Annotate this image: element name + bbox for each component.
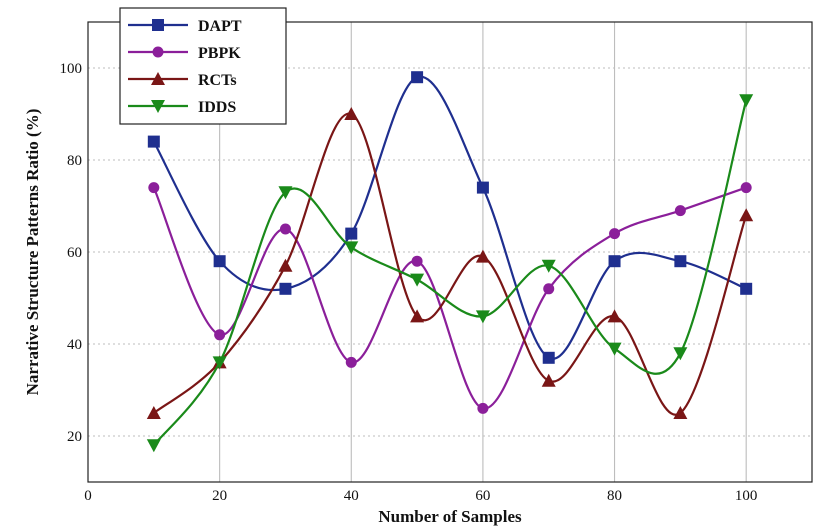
series-dapt: [147, 71, 753, 364]
series-rcts: [146, 107, 754, 419]
y-tick-label: 100: [60, 61, 83, 77]
data-point-rcts: [410, 309, 425, 323]
data-point-rcts: [475, 249, 490, 263]
data-point-dapt: [674, 255, 687, 268]
x-tick-label: 0: [84, 488, 92, 504]
data-point-dapt: [345, 227, 358, 240]
data-point-dapt: [740, 282, 753, 295]
legend-marker-pbpk: [152, 46, 164, 58]
data-point-idds: [541, 259, 556, 273]
legend-label: RCTs: [198, 72, 237, 89]
data-point-pbpk: [214, 329, 226, 341]
tick-labels: 0 20 40 60 80 100 20 40 60 80 100: [60, 61, 758, 504]
legend-marker-rcts: [151, 72, 165, 85]
data-point-pbpk: [609, 228, 621, 240]
data-point-dapt: [411, 71, 424, 84]
data-point-pbpk: [477, 402, 489, 414]
y-tick-label: 60: [67, 245, 82, 261]
series-line-idds: [152, 99, 748, 446]
y-axis-title: Narrative Structure Patterns Ratio (%): [23, 109, 42, 396]
data-point-rcts: [673, 406, 688, 419]
x-tick-label: 40: [344, 488, 359, 504]
data-point-dapt: [147, 135, 160, 148]
data-point-pbpk: [148, 182, 160, 194]
y-tick-label: 20: [67, 429, 82, 445]
series-idds: [146, 94, 754, 453]
x-tick-label: 100: [735, 488, 758, 504]
legend-label: PBPK: [198, 45, 241, 62]
data-point-rcts: [278, 258, 293, 272]
data-point-dapt: [542, 351, 555, 364]
series-line-dapt: [152, 75, 747, 360]
legend-marker-dapt: [152, 19, 164, 31]
data-point-rcts: [146, 406, 161, 419]
data-point-pbpk: [345, 356, 357, 368]
y-tick-label: 40: [67, 337, 82, 353]
data-point-dapt: [279, 282, 292, 295]
legend-marker-idds: [151, 100, 165, 113]
series-layer: [146, 71, 754, 453]
data-point-idds: [146, 439, 161, 453]
data-point-dapt: [476, 181, 489, 194]
legend-item-rcts: RCTs: [128, 72, 237, 89]
series-pbpk: [148, 182, 752, 414]
data-point-idds: [607, 342, 622, 356]
legend-item-idds: IDDS: [128, 99, 236, 116]
grid: [88, 22, 812, 482]
data-point-dapt: [608, 255, 621, 268]
data-point-idds: [739, 94, 754, 108]
legend-label: DAPT: [198, 18, 242, 35]
data-point-idds: [475, 310, 490, 324]
data-point-pbpk: [674, 205, 686, 217]
x-tick-label: 60: [475, 488, 490, 504]
data-point-pbpk: [411, 255, 423, 267]
data-point-idds: [278, 186, 293, 200]
legend-label: IDDS: [198, 99, 236, 116]
plot-frame: [87, 21, 813, 483]
legend: DAPT PBPK RCTs IDDS: [119, 7, 287, 125]
x-axis-title: Number of Samples: [378, 507, 522, 526]
y-tick-label: 80: [67, 153, 82, 169]
data-point-rcts: [607, 309, 622, 323]
legend-item-pbpk: PBPK: [128, 45, 241, 62]
data-point-pbpk: [543, 283, 555, 295]
data-point-idds: [212, 356, 227, 370]
data-point-dapt: [213, 255, 226, 268]
legend-item-dapt: DAPT: [128, 18, 242, 35]
data-point-rcts: [739, 208, 754, 222]
x-tick-label: 20: [212, 488, 227, 504]
data-point-rcts: [541, 373, 556, 387]
x-tick-label: 80: [607, 488, 622, 504]
data-point-rcts: [344, 107, 359, 120]
data-point-idds: [673, 347, 688, 361]
series-line-rcts: [153, 112, 748, 416]
data-point-pbpk: [279, 223, 291, 235]
data-point-pbpk: [740, 182, 752, 194]
data-point-idds: [344, 241, 359, 255]
legend-box: [119, 7, 287, 125]
data-point-idds: [410, 273, 425, 287]
